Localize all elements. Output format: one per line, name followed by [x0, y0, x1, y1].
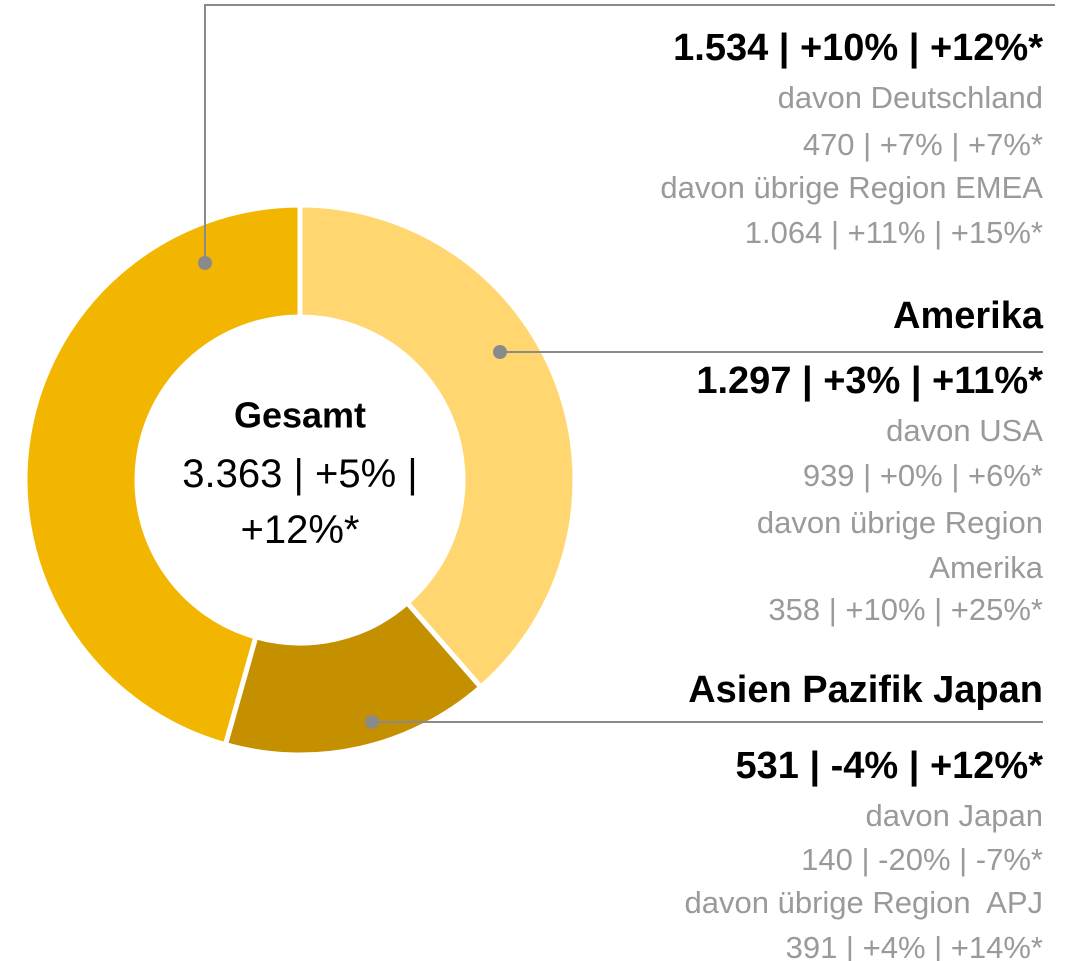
- segment-title: Amerika: [893, 295, 1044, 337]
- segment-value: 531 | -4% | +12%*: [735, 745, 1043, 787]
- center-value: 3.363 | +5% | +12%*: [182, 452, 418, 552]
- segment-detail: 391 | +4% | +14%*: [786, 930, 1043, 961]
- segment-detail: 140 | -20% | -7%*: [801, 842, 1043, 877]
- segment-detail: 358 | +10% | +25%*: [768, 592, 1043, 627]
- leader-line: [204, 4, 1055, 263]
- donut: [22, 202, 578, 758]
- leader-dot: [493, 345, 507, 359]
- segment-value: 1.534 | +10% | +12%*: [673, 27, 1043, 69]
- segment-detail: davon übrige Region EMEA: [660, 170, 1043, 205]
- segment-detail: 939 | +0% | +6%*: [803, 458, 1043, 493]
- segment-detail: Amerika: [929, 550, 1043, 585]
- segment-detail: davon Japan: [865, 798, 1043, 833]
- segment-detail: davon übrige Region: [757, 505, 1043, 540]
- segment-value: 1.297 | +3% | +11%*: [696, 360, 1043, 402]
- segment-detail: 1.064 | +11% | +15%*: [745, 215, 1043, 250]
- leader-dot: [198, 256, 212, 270]
- segment-detail: davon Deutschland: [778, 80, 1043, 115]
- leader-dot: [365, 715, 379, 729]
- center-title: Gesamt: [234, 395, 366, 436]
- donut-segment: [297, 202, 578, 691]
- segment-detail: 470 | +7% | +7%*: [803, 127, 1043, 162]
- donut-segment: [22, 202, 303, 748]
- segment-title: Asien Pazifik Japan: [688, 669, 1043, 711]
- segment-detail: davon übrige Region APJ: [685, 885, 1043, 920]
- segment-detail: davon USA: [886, 413, 1043, 448]
